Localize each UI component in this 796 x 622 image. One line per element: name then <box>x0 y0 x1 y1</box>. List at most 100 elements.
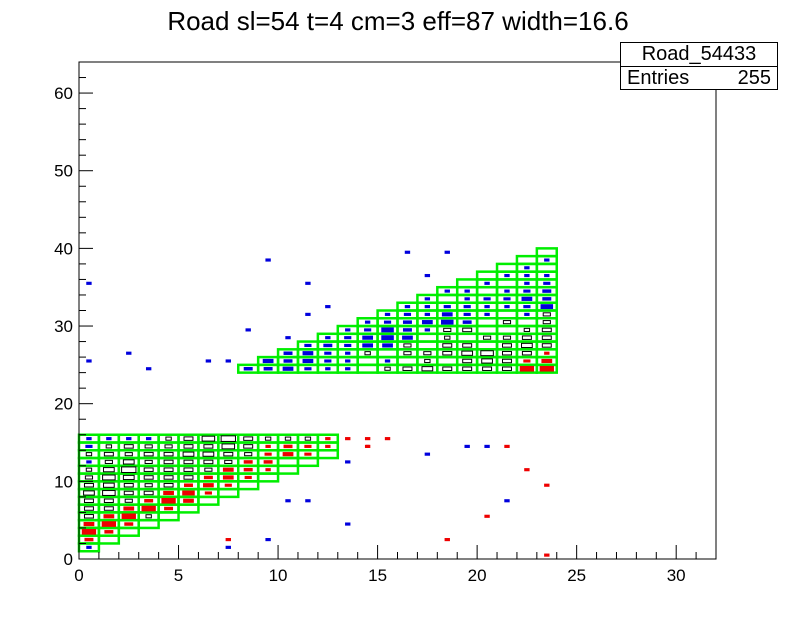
data-cell-blue <box>85 444 93 448</box>
road-cell <box>177 433 200 444</box>
data-cell-box <box>223 451 234 457</box>
data-cell-red <box>224 483 232 487</box>
data-cell-blue <box>302 351 314 356</box>
data-cell-box <box>102 474 116 481</box>
data-cell-red <box>444 538 450 542</box>
data-cell-box <box>423 351 432 356</box>
data-cell-box <box>304 436 312 441</box>
data-cell-box <box>103 506 114 511</box>
data-cell-box <box>83 498 94 504</box>
data-cell-box <box>145 514 152 519</box>
data-cell-box <box>105 444 113 449</box>
data-cell-red <box>544 351 550 355</box>
data-cell-red <box>304 444 312 448</box>
data-cell-blue <box>243 366 253 371</box>
data-cell-blue <box>345 359 351 363</box>
data-cell-red <box>161 497 176 504</box>
data-cell-box <box>84 475 94 480</box>
data-cell-box <box>122 474 135 481</box>
data-cell-blue <box>462 320 472 324</box>
data-cell-red <box>121 513 136 520</box>
data-cell-blue <box>524 312 530 316</box>
data-cell-blue <box>440 319 454 325</box>
data-cell-blue <box>305 281 311 285</box>
data-cell-box <box>403 351 412 356</box>
data-cell-box <box>502 335 512 340</box>
road-cell <box>515 254 539 266</box>
data-cell-box <box>182 451 195 457</box>
data-cell-box <box>462 366 473 371</box>
data-cell-blue <box>524 266 530 270</box>
data-cell-box <box>284 436 292 441</box>
data-cell-blue <box>544 273 550 278</box>
data-cell-red <box>345 437 351 441</box>
data-cell-red <box>84 537 94 542</box>
data-cell-blue <box>424 297 431 301</box>
data-cell-box <box>203 459 214 465</box>
data-cell-blue <box>464 289 470 293</box>
data-cell-box <box>123 482 134 488</box>
data-cell-box <box>163 482 174 488</box>
data-cell-red <box>203 483 214 488</box>
data-cell-red <box>325 437 331 441</box>
data-cell-box <box>221 443 236 450</box>
data-cell-box <box>482 366 493 371</box>
data-cell-blue <box>504 273 510 278</box>
data-cell-blue <box>323 343 333 348</box>
data-cell-box <box>163 451 174 457</box>
data-cell-box <box>163 459 174 465</box>
data-cell-blue <box>524 273 530 278</box>
road-cell <box>455 278 479 289</box>
data-cell-box <box>424 358 431 364</box>
data-cell-red <box>264 452 272 456</box>
data-cell-blue <box>265 538 271 542</box>
data-cell-red <box>164 506 174 511</box>
road-cell <box>237 433 260 444</box>
data-cell-box <box>521 342 533 349</box>
data-cell-blue <box>304 367 312 371</box>
data-cell-box <box>85 452 93 457</box>
data-cell-red <box>304 452 312 456</box>
data-cell-box <box>480 350 494 357</box>
data-cell-blue <box>424 273 431 278</box>
data-cell-box <box>462 358 473 364</box>
data-cell-blue <box>304 343 312 348</box>
data-cell-blue <box>344 336 352 340</box>
data-cell-box <box>220 435 236 442</box>
data-cell-red <box>544 483 550 487</box>
histogram-cells <box>81 250 554 557</box>
data-cell-box <box>502 350 512 356</box>
data-cell-blue <box>402 328 412 332</box>
data-cell-blue <box>364 320 371 324</box>
data-cell-box <box>203 444 214 449</box>
data-cell-box <box>183 436 194 441</box>
data-cell-blue <box>324 359 332 363</box>
data-cell-blue <box>305 312 311 316</box>
data-cell-red <box>183 498 194 503</box>
data-cell-box <box>183 459 194 465</box>
data-cell-box <box>164 444 173 449</box>
data-cell-box <box>462 343 473 348</box>
data-cell-box <box>183 475 194 480</box>
data-cell-box <box>204 467 213 472</box>
data-cell-blue <box>484 281 490 285</box>
data-cell-box <box>183 467 194 472</box>
data-cell-blue <box>402 335 413 340</box>
data-cell-box <box>163 467 174 472</box>
x-tick-label: 5 <box>174 566 183 585</box>
data-cell-red <box>364 437 371 441</box>
data-cell-red <box>244 475 252 480</box>
data-cell-red <box>182 490 195 496</box>
data-cell-box <box>243 436 254 441</box>
data-cell-blue <box>262 358 274 364</box>
data-cell-blue <box>345 522 351 526</box>
y-tick-label: 60 <box>54 84 73 103</box>
data-cell-box <box>124 498 133 503</box>
data-cell-box <box>541 335 552 340</box>
data-cell-blue <box>404 305 411 309</box>
data-cell-blue <box>521 296 533 301</box>
data-cell-blue <box>543 281 551 285</box>
data-cell-blue <box>285 336 291 340</box>
data-cell-box <box>442 343 453 348</box>
